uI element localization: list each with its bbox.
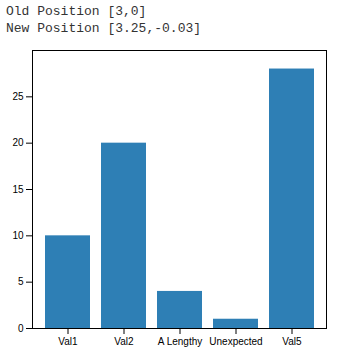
svg-text:10: 10	[12, 230, 24, 241]
svg-text:25: 25	[12, 91, 24, 102]
svg-text:20: 20	[12, 137, 24, 148]
svg-text:0: 0	[18, 323, 24, 334]
svg-text:Val5: Val5	[282, 336, 302, 347]
svg-text:A Lengthy: A Lengthy	[158, 336, 202, 347]
html-text:Old Position [3,0]: Old Position [3,0]	[6, 4, 147, 19]
html-text:New Position [3.25,-0.03]: New Position [3.25,-0.03]	[6, 21, 201, 36]
svg-text:Val1: Val1	[58, 336, 78, 347]
svg-text:15: 15	[12, 184, 24, 195]
svg-text:Val2: Val2	[114, 336, 134, 347]
svg-text:Unexpected: Unexpected	[209, 336, 262, 347]
svg-text:5: 5	[18, 276, 24, 287]
